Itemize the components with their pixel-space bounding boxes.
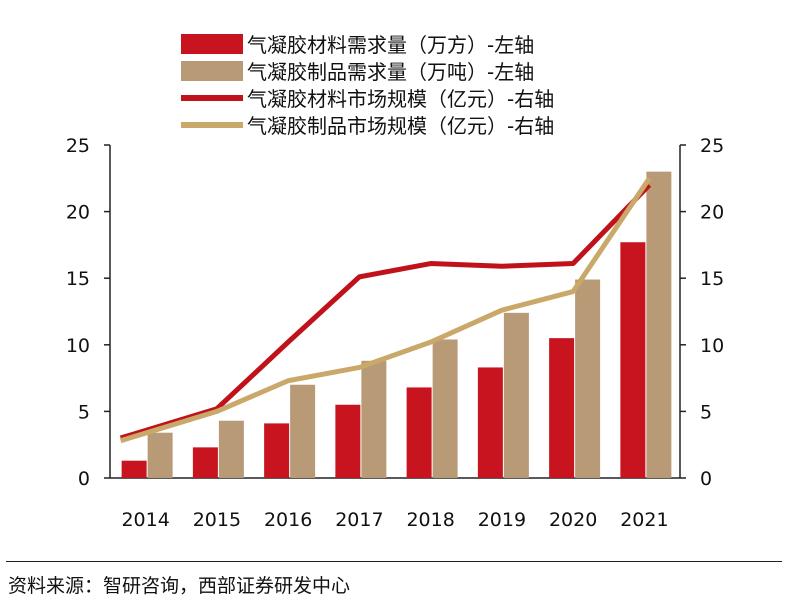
bar-material-demand xyxy=(192,447,218,478)
line-product-market xyxy=(119,176,652,444)
legend-swatch-bar xyxy=(181,34,243,54)
bar-material-demand xyxy=(620,242,646,478)
x-tick-label: 2016 xyxy=(264,509,312,531)
y-tick-label-left: 0 xyxy=(78,468,90,490)
bar-material-demand xyxy=(121,460,147,478)
y-tick-label-right: 20 xyxy=(700,202,724,224)
legend-label: 气凝胶材料需求量（万方）-左轴 xyxy=(247,33,534,57)
bar-product-demand xyxy=(646,171,672,478)
bar-product-demand xyxy=(503,312,529,478)
y-tick-label-right: 0 xyxy=(700,468,712,490)
y-tick-label-right: 5 xyxy=(700,401,712,423)
bar-material-demand xyxy=(264,423,290,478)
x-tick-label: 2014 xyxy=(121,509,169,531)
legend: 气凝胶材料需求量（万方）-左轴气凝胶制品需求量（万吨）-左轴气凝胶材料市场规模（… xyxy=(181,33,554,138)
legend-label: 气凝胶制品市场规模（亿元）-右轴 xyxy=(247,114,554,138)
x-tick-label: 2018 xyxy=(406,509,454,531)
y-tick-label-left: 15 xyxy=(66,268,90,290)
y-tick-label-left: 10 xyxy=(66,335,90,357)
legend-swatch-bar xyxy=(181,61,243,81)
y-tick-label-right: 25 xyxy=(700,135,724,157)
bar-product-demand xyxy=(218,420,244,478)
lines xyxy=(119,176,652,444)
x-tick-label: 2020 xyxy=(549,509,597,531)
bar-material-demand xyxy=(549,338,575,478)
bar-product-demand xyxy=(432,339,458,478)
bar-material-demand xyxy=(477,367,503,478)
x-tick-label: 2015 xyxy=(193,509,241,531)
source-divider xyxy=(6,561,782,562)
legend-label: 气凝胶制品需求量（万吨）-左轴 xyxy=(247,60,534,84)
y-tick-label-left: 25 xyxy=(66,135,90,157)
bar-product-demand xyxy=(147,432,173,478)
chart: 气凝胶材料需求量（万方）-左轴气凝胶制品需求量（万吨）-左轴气凝胶材料市场规模（… xyxy=(66,33,724,531)
legend-label: 气凝胶材料市场规模（亿元）-右轴 xyxy=(247,87,554,111)
y-tick-label-left: 5 xyxy=(78,401,90,423)
x-tick-label: 2019 xyxy=(478,509,526,531)
y-tick-label-left: 20 xyxy=(66,202,90,224)
bar-product-demand xyxy=(361,360,387,478)
source-note: 资料来源：智研咨询，西部证券研发中心 xyxy=(8,575,351,597)
tick-labels: 0 5 10 15 20 25 0 5 10 15 20 25 2014 2015 2016 2017 2018… xyxy=(66,135,724,531)
bar-product-demand xyxy=(575,279,601,478)
x-tick-label: 2017 xyxy=(335,509,383,531)
x-tick-label: 2021 xyxy=(620,509,668,531)
line-material-market xyxy=(119,183,652,441)
y-tick-label-right: 15 xyxy=(700,268,724,290)
bar-material-demand xyxy=(406,387,432,478)
bars xyxy=(121,171,672,478)
bar-product-demand xyxy=(290,384,316,478)
bar-material-demand xyxy=(335,404,361,478)
y-tick-label-right: 10 xyxy=(700,335,724,357)
